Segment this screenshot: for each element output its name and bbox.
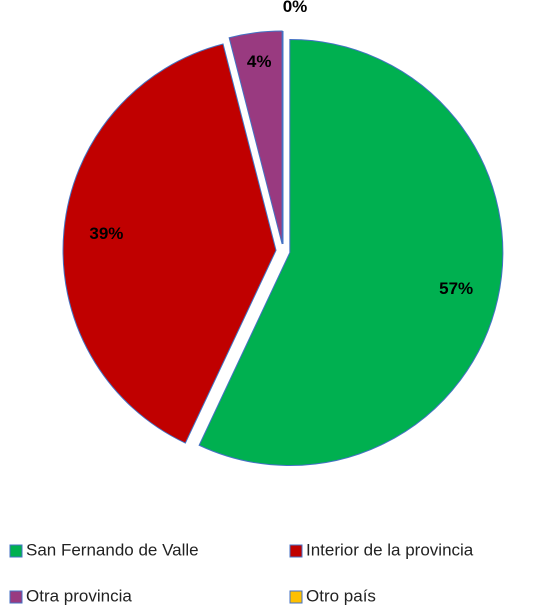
pie-slice — [62, 43, 277, 444]
legend-label: Otra provincia — [26, 586, 132, 605]
pie-slice — [198, 39, 504, 467]
data-label: 57% — [439, 279, 473, 298]
legend-swatch — [9, 544, 23, 558]
legend-label: Otro país — [306, 586, 376, 605]
legend-swatch — [289, 590, 303, 604]
data-label: 0% — [283, 0, 308, 16]
pie-slice — [228, 30, 283, 245]
data-label: 4% — [247, 52, 272, 71]
data-label: 39% — [89, 224, 123, 243]
legend-swatch — [9, 590, 23, 604]
legend-label: Interior de la provincia — [306, 540, 474, 559]
legend-swatch — [289, 544, 303, 558]
legend-label: San Fernando de Valle — [26, 540, 199, 559]
